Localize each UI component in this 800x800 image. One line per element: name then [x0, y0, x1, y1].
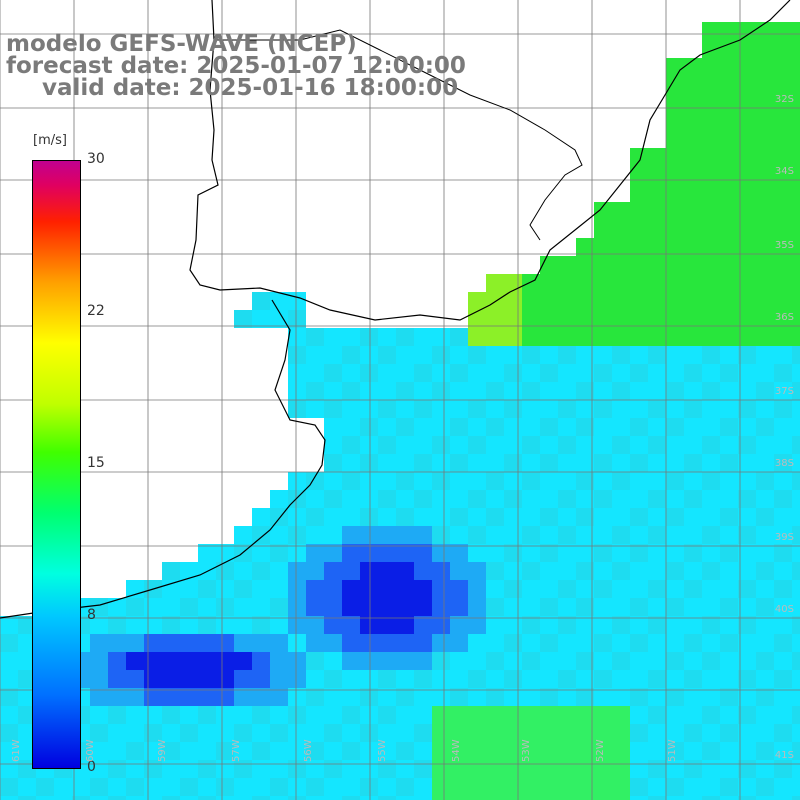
colorbar-tick-22: 22 — [87, 303, 105, 319]
title-valid-date: valid date: 2025-01-16 18:00:00 — [42, 75, 459, 101]
title-model: modelo GEFS-WAVE (NCEP) — [6, 31, 357, 57]
colorbar-tick-30: 30 — [87, 151, 105, 167]
lon-label: 57W — [231, 739, 242, 762]
lat-label: 38S — [774, 458, 794, 469]
lat-label: 32S — [774, 94, 794, 105]
lon-label: 60W — [85, 739, 96, 762]
lat-label: 36S — [774, 312, 794, 323]
lon-label: 54W — [451, 739, 462, 762]
lat-label: 39S — [774, 532, 794, 543]
lon-label: 56W — [303, 739, 314, 762]
colorbar-tick-8: 8 — [87, 607, 96, 623]
colorbar — [32, 160, 81, 769]
lat-label: 35S — [774, 240, 794, 251]
lat-label: 40S — [774, 604, 794, 615]
colorbar-tick-15: 15 — [87, 455, 105, 471]
lat-label: 41S — [774, 750, 794, 761]
lon-label: 55W — [377, 739, 388, 762]
lat-label: 34S — [774, 166, 794, 177]
inland-border — [214, 29, 583, 241]
coastline-south — [0, 299, 326, 619]
colorbar-tick-0: 0 — [87, 759, 96, 775]
lon-label: 52W — [595, 739, 606, 762]
title-forecast-date: forecast date: 2025-01-07 12:00:00 — [6, 53, 466, 79]
lon-label: 59W — [157, 739, 168, 762]
colorbar-unit: [m/s] — [33, 133, 67, 148]
wind-speed-field — [0, 22, 800, 800]
lon-label: 61W — [11, 739, 22, 762]
coastline — [189, 0, 791, 321]
lon-label: 53W — [521, 739, 532, 762]
lat-label: 37S — [774, 386, 794, 397]
lon-label: 51W — [667, 739, 678, 762]
